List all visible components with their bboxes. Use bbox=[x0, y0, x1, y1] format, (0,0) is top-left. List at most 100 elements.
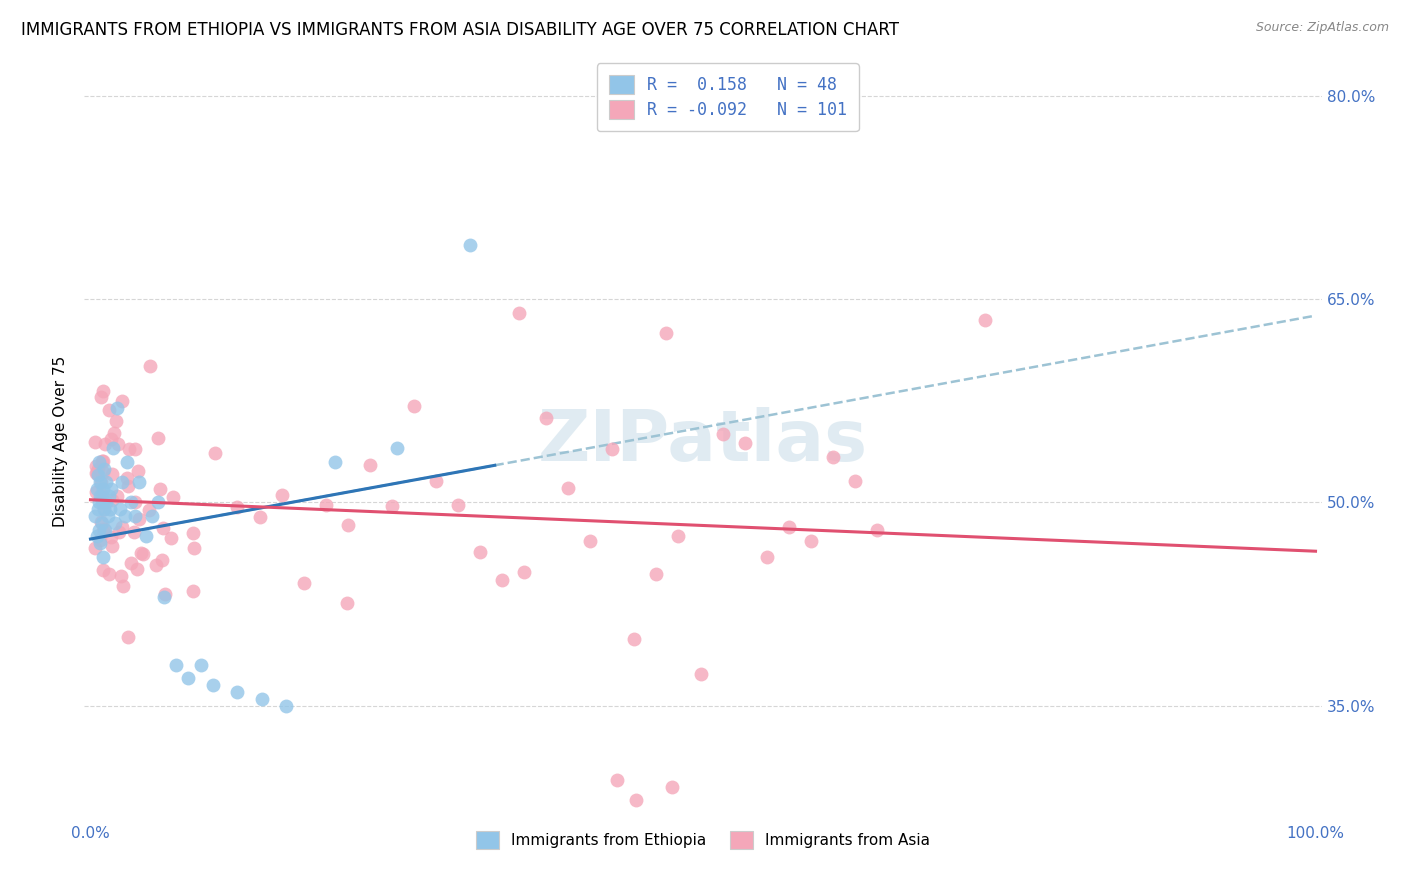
Point bbox=[120, 556, 142, 570]
Point bbox=[153, 591, 176, 605]
Point bbox=[98, 502, 121, 516]
Point bbox=[602, 442, 624, 456]
Point bbox=[135, 529, 157, 543]
Point bbox=[491, 573, 513, 587]
Point bbox=[93, 461, 115, 475]
Point bbox=[107, 436, 129, 450]
Point bbox=[96, 495, 118, 509]
Point bbox=[111, 475, 134, 490]
Point bbox=[84, 508, 107, 523]
Point bbox=[315, 498, 337, 512]
Point bbox=[110, 569, 132, 583]
Point bbox=[623, 632, 645, 647]
Point bbox=[132, 547, 155, 561]
Point bbox=[152, 553, 174, 567]
Point bbox=[866, 523, 889, 537]
Point bbox=[97, 566, 120, 581]
Legend: Immigrants from Ethiopia, Immigrants from Asia: Immigrants from Ethiopia, Immigrants fro… bbox=[470, 825, 936, 855]
Point bbox=[152, 521, 174, 535]
Point bbox=[141, 508, 163, 523]
Point bbox=[83, 435, 105, 450]
Point bbox=[336, 517, 359, 532]
Point bbox=[91, 482, 114, 496]
Point bbox=[86, 466, 108, 480]
Point bbox=[108, 502, 131, 516]
Point bbox=[336, 596, 359, 610]
Point bbox=[87, 502, 110, 516]
Point bbox=[557, 481, 579, 495]
Point bbox=[87, 495, 110, 509]
Point bbox=[149, 482, 172, 496]
Point bbox=[201, 678, 224, 692]
Point bbox=[91, 524, 114, 539]
Point bbox=[606, 772, 628, 787]
Point bbox=[86, 529, 108, 543]
Point bbox=[124, 495, 146, 509]
Point bbox=[100, 432, 122, 446]
Text: IMMIGRANTS FROM ETHIOPIA VS IMMIGRANTS FROM ASIA DISABILITY AGE OVER 75 CORRELAT: IMMIGRANTS FROM ETHIOPIA VS IMMIGRANTS F… bbox=[21, 21, 898, 38]
Point bbox=[325, 455, 347, 469]
Point bbox=[101, 539, 124, 553]
Point bbox=[90, 495, 112, 509]
Point bbox=[84, 467, 107, 481]
Point bbox=[91, 384, 114, 398]
Point bbox=[125, 562, 148, 576]
Y-axis label: Disability Age Over 75: Disability Age Over 75 bbox=[53, 356, 69, 527]
Point bbox=[120, 495, 142, 509]
Point bbox=[973, 312, 995, 326]
Point bbox=[87, 455, 110, 469]
Point bbox=[755, 549, 778, 564]
Point bbox=[162, 491, 184, 505]
Point bbox=[276, 698, 298, 713]
Point bbox=[711, 426, 734, 441]
Point bbox=[86, 482, 108, 496]
Point bbox=[93, 436, 115, 450]
Point bbox=[86, 461, 108, 475]
Point bbox=[226, 500, 249, 515]
Point bbox=[183, 541, 205, 555]
Point bbox=[579, 534, 602, 549]
Point bbox=[94, 523, 117, 537]
Point bbox=[104, 414, 127, 428]
Point bbox=[734, 436, 756, 450]
Point bbox=[91, 454, 114, 468]
Point bbox=[97, 489, 120, 503]
Point bbox=[155, 587, 177, 601]
Point bbox=[249, 509, 271, 524]
Point bbox=[101, 467, 124, 482]
Point bbox=[425, 474, 447, 488]
Text: Source: ZipAtlas.com: Source: ZipAtlas.com bbox=[1256, 21, 1389, 34]
Point bbox=[124, 508, 146, 523]
Point bbox=[101, 492, 124, 507]
Point bbox=[91, 465, 114, 479]
Point bbox=[534, 410, 557, 425]
Point bbox=[226, 685, 249, 699]
Point bbox=[385, 442, 408, 456]
Point bbox=[90, 516, 112, 530]
Point bbox=[90, 515, 112, 529]
Point bbox=[100, 482, 122, 496]
Point bbox=[145, 558, 167, 573]
Point bbox=[96, 475, 118, 490]
Point bbox=[139, 359, 162, 373]
Point bbox=[91, 454, 114, 468]
Point bbox=[91, 488, 114, 502]
Point bbox=[84, 484, 107, 499]
Point bbox=[128, 475, 150, 490]
Point bbox=[111, 520, 134, 534]
Point bbox=[122, 525, 145, 540]
Point bbox=[292, 576, 315, 591]
Point bbox=[508, 306, 530, 320]
Point bbox=[624, 793, 647, 807]
Point bbox=[668, 529, 690, 543]
Point bbox=[103, 425, 125, 440]
Point bbox=[93, 502, 115, 516]
Point bbox=[513, 565, 536, 579]
Point bbox=[87, 468, 110, 483]
Point bbox=[778, 519, 800, 533]
Point bbox=[89, 489, 111, 503]
Point bbox=[146, 495, 169, 509]
Point bbox=[821, 450, 844, 464]
Point bbox=[270, 488, 292, 502]
Point bbox=[93, 522, 115, 536]
